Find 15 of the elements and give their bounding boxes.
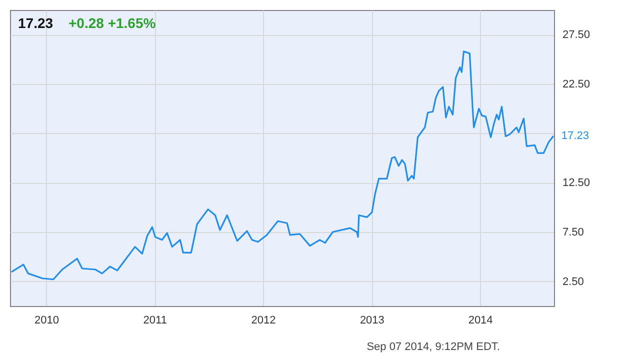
line-series — [10, 50, 554, 280]
x-tick-label: 2010 — [34, 314, 59, 326]
chart-subtitle: +0.28 +1.65% — [68, 15, 156, 31]
annotation: 17.23 — [561, 130, 589, 142]
x-tick-label: 2014 — [468, 314, 493, 326]
x-tick-label: 2013 — [360, 314, 384, 326]
y-tick-label: 7.50 — [562, 226, 584, 238]
y-tick-label: 27.50 — [562, 29, 590, 42]
y-tick-label: 2.50 — [562, 276, 584, 288]
text: Sep 07 2014, 9:12PM EDT. — [366, 341, 500, 353]
x-tick-label: 2011 — [143, 314, 167, 326]
chart-title: 17.23 — [18, 15, 54, 31]
y-tick-label: 22.50 — [562, 78, 590, 90]
y-tick-label: 12.50 — [562, 177, 590, 190]
x-tick-label: 2012 — [251, 314, 276, 326]
